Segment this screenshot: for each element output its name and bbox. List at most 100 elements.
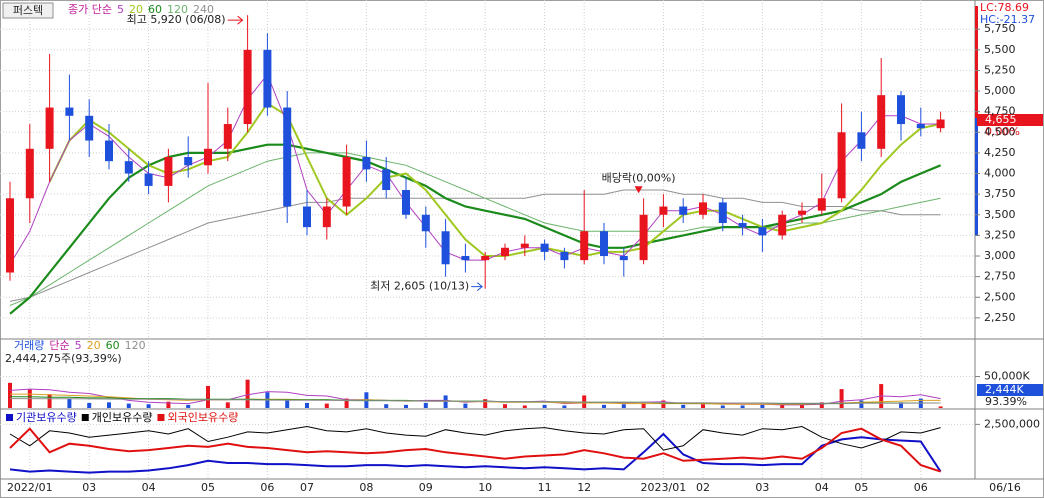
candle-body: [421, 214, 430, 232]
legend-swatch: [6, 414, 13, 421]
legend-label: 5: [75, 339, 82, 352]
volume-bar: [404, 404, 408, 408]
volume-bar: [602, 404, 606, 408]
x-tick-label: 08: [359, 481, 373, 494]
y-tick-label: 4,500: [984, 125, 1016, 138]
min-annotation: 최저 2,605 (10/13): [370, 280, 469, 293]
volume-bar: [166, 401, 171, 408]
volume-bar: [899, 402, 903, 408]
volume-label: 2,444,275주(93,39%): [5, 352, 122, 365]
y-tick-label: 5,750: [984, 22, 1016, 35]
legend-label: 기관보유수량: [16, 411, 77, 424]
volume-bar: [562, 405, 567, 408]
volume-bar: [443, 395, 448, 408]
y-tick-label: 4,250: [984, 146, 1016, 159]
legend-label: 20: [129, 3, 143, 16]
volume-bar: [206, 385, 210, 408]
volume-bar: [245, 379, 250, 408]
legend-label: 120: [125, 339, 146, 352]
volume-bar: [859, 400, 864, 408]
y-tick-label: 5,500: [984, 43, 1016, 56]
volume-bar: [503, 404, 507, 408]
legend-label: 개인보유수량: [92, 411, 153, 424]
min-arrow: [471, 282, 484, 291]
volume-bar: [938, 406, 943, 408]
volume-bar: [681, 404, 686, 408]
volume-bar: [621, 404, 626, 408]
series-line: [10, 398, 941, 404]
legend-label: 60: [148, 3, 162, 16]
lc-label: LC:78.69: [980, 1, 1029, 14]
candle-body: [897, 95, 905, 125]
volume-bar: [67, 398, 72, 408]
x-tick-label: 2022/01: [7, 481, 53, 494]
max-arrow: [227, 15, 244, 25]
volume-bar: [542, 404, 547, 408]
candle-body: [699, 202, 707, 215]
legend-label: 5: [117, 3, 124, 16]
stock-name[interactable]: 퍼스텍: [13, 4, 43, 17]
y-tick-label: 5,250: [984, 63, 1016, 76]
y-tick-label: 3,500: [984, 208, 1016, 221]
candle-body: [738, 223, 747, 228]
volume-bar: [344, 398, 349, 408]
x-tick-label: 05: [854, 481, 868, 494]
range-bar: [975, 118, 978, 236]
candle-body: [105, 140, 113, 162]
y-tick-label: 4,750: [984, 105, 1016, 118]
series-line: [9, 189, 941, 302]
volume-bar: [305, 402, 309, 408]
candle-body: [639, 214, 648, 261]
series-line: [9, 432, 942, 474]
volume-bar: [285, 400, 290, 408]
candle-body: [144, 173, 153, 186]
candle-body: [758, 227, 767, 236]
x-tick-label: 05: [201, 481, 215, 494]
candle-body: [520, 243, 529, 248]
volume-bar: [87, 402, 92, 408]
volume-bar: [107, 402, 111, 408]
candle-body: [6, 198, 14, 273]
current-volume: 2,444K: [985, 383, 1024, 396]
hc-label: HC:-21.37: [980, 13, 1035, 26]
legend-label: 외국인보유수량: [167, 411, 238, 424]
x-tick-label: 06: [914, 481, 928, 494]
volume-bar: [324, 403, 329, 408]
y-tick-label: 50,000K: [984, 370, 1030, 383]
candle-body: [679, 206, 688, 215]
candle-body: [817, 198, 826, 211]
candle-body: [461, 256, 470, 261]
candle-body: [184, 157, 193, 166]
candle-body: [283, 107, 292, 207]
volume-bar: [186, 404, 191, 408]
volume-bar: [126, 403, 131, 408]
volume-bar: [146, 404, 151, 408]
current-price-box: [977, 114, 1043, 126]
candle-body: [322, 206, 331, 228]
volume-bar: [780, 404, 785, 408]
current-ratio: 93.39%: [985, 395, 1027, 408]
volume-bar: [225, 402, 230, 408]
candle-body: [936, 119, 945, 129]
candle-body: [857, 132, 866, 149]
x-tick-label: 11: [538, 481, 552, 494]
x-tick-label: 04: [142, 481, 156, 494]
range-bar: [975, 6, 978, 118]
candle-body: [263, 49, 272, 108]
x-tick-label: 2023/01: [641, 481, 687, 494]
candle-body: [85, 115, 94, 141]
candle-body: [877, 95, 886, 149]
legend-label: 240: [193, 3, 214, 16]
legend-label: 60: [106, 339, 120, 352]
series-line: [9, 427, 941, 473]
y-tick-label: 2,500,000: [984, 417, 1040, 430]
series-line: [9, 425, 941, 451]
candle-body: [798, 210, 806, 215]
candle-body: [600, 231, 608, 257]
legend-swatch: [157, 414, 165, 421]
volume-bar: [839, 389, 844, 408]
stock-button[interactable]: [2, 2, 54, 19]
candle-body: [659, 206, 668, 215]
candle-body: [619, 256, 628, 261]
legend-label: 종가 단순: [68, 3, 112, 16]
